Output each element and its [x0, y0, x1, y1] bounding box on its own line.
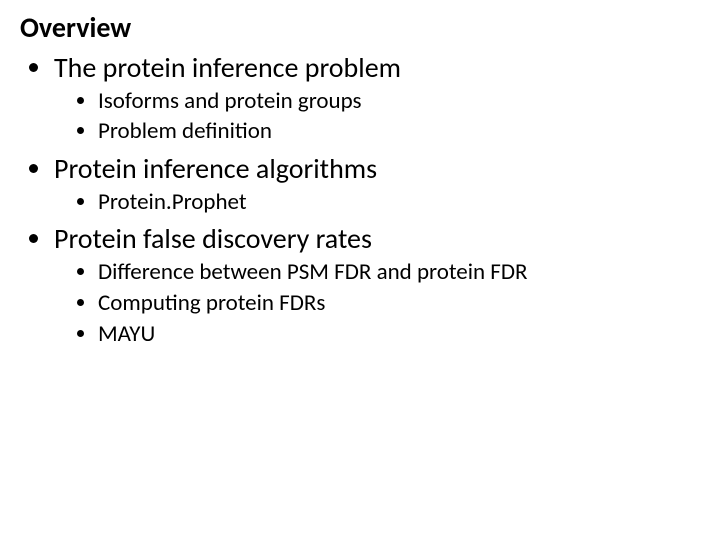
outline-item: Protein inference algorithms Protein.Pro… — [54, 152, 700, 216]
outline-subitem: Problem definition — [98, 117, 700, 146]
outline-subitem: Isoforms and protein groups — [98, 87, 700, 116]
outline-sublist: Isoforms and protein groups Problem defi… — [54, 87, 700, 147]
outline-subitem: Difference between PSM FDR and protein F… — [98, 258, 700, 287]
slide: Overview The protein inference problem I… — [0, 0, 720, 540]
outline-subitem: Computing protein FDRs — [98, 289, 700, 318]
outline-subitem: MAYU — [98, 320, 700, 349]
outline-item: The protein inference problem Isoforms a… — [54, 51, 700, 146]
outline-sublist: Difference between PSM FDR and protein F… — [54, 258, 700, 348]
outline-subitem: Protein.Prophet — [98, 188, 700, 217]
outline-item-text: The protein inference problem — [54, 50, 401, 85]
outline-item-text: Protein inference algorithms — [54, 151, 377, 186]
outline-item: Protein false discovery rates Difference… — [54, 222, 700, 348]
outline-list: The protein inference problem Isoforms a… — [20, 51, 700, 348]
outline-item-text: Protein false discovery rates — [54, 221, 372, 256]
outline-sublist: Protein.Prophet — [54, 188, 700, 217]
slide-title: Overview — [20, 10, 700, 45]
